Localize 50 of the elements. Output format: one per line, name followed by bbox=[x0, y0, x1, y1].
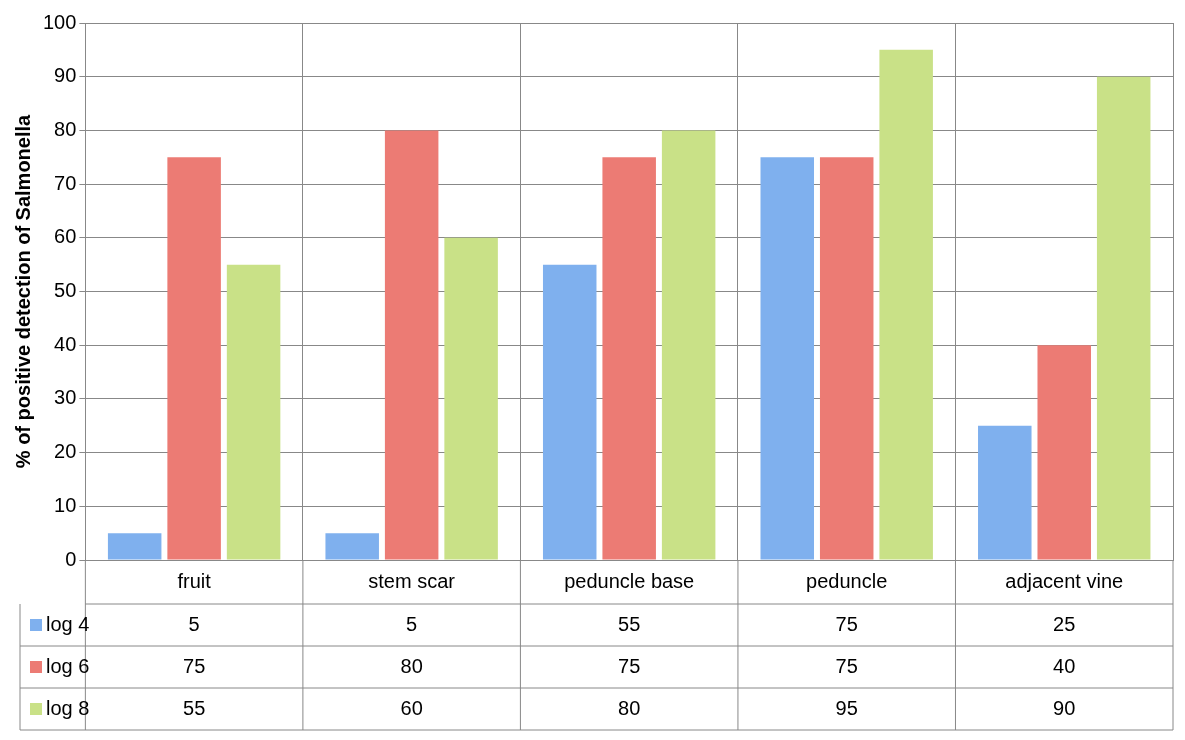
y-tick-label: 40 bbox=[54, 332, 77, 355]
data-label: 75 bbox=[835, 654, 858, 677]
y-tick-label: 10 bbox=[54, 493, 77, 516]
data-label: 55 bbox=[183, 696, 206, 719]
data-label: 5 bbox=[188, 612, 200, 635]
legend-label: log 4 bbox=[46, 612, 90, 635]
data-label: 80 bbox=[400, 654, 423, 677]
bar bbox=[325, 533, 379, 560]
data-label: 60 bbox=[400, 696, 423, 719]
bar bbox=[444, 237, 498, 560]
bar bbox=[542, 264, 597, 560]
data-label: 55 bbox=[618, 612, 641, 635]
bar bbox=[1037, 345, 1091, 560]
data-label: 90 bbox=[1053, 696, 1076, 719]
bar bbox=[107, 533, 162, 560]
bar bbox=[384, 130, 439, 560]
data-label: 80 bbox=[618, 696, 641, 719]
data-label: 75 bbox=[183, 654, 206, 677]
bar bbox=[760, 157, 815, 560]
x-tick-label: adjacent vine bbox=[1005, 569, 1124, 592]
bar bbox=[879, 49, 933, 560]
x-tick-label: peduncle bbox=[806, 569, 888, 592]
data-label: 25 bbox=[1053, 612, 1076, 635]
bar bbox=[978, 425, 1032, 560]
legend-label: log 6 bbox=[46, 654, 90, 677]
y-tick-label: 60 bbox=[54, 225, 77, 248]
bar bbox=[661, 130, 716, 560]
y-tick-label: 20 bbox=[54, 440, 77, 463]
y-tick-label: 90 bbox=[54, 64, 77, 87]
data-label: 5 bbox=[406, 612, 418, 635]
y-tick-label: 100 bbox=[42, 10, 77, 33]
y-axis-title: % of positive detection of Salmonella bbox=[11, 113, 34, 469]
data-label: 75 bbox=[835, 612, 858, 635]
y-tick-label: 0 bbox=[65, 547, 77, 570]
x-tick-label: peduncle base bbox=[564, 569, 695, 592]
bar bbox=[819, 157, 874, 560]
y-tick-label: 70 bbox=[54, 171, 77, 194]
x-tick-label: fruit bbox=[177, 569, 212, 592]
legend-label: log 8 bbox=[46, 696, 90, 719]
y-tick-label: 50 bbox=[54, 279, 77, 302]
data-label: 75 bbox=[618, 654, 641, 677]
x-tick-label: stem scar bbox=[368, 569, 456, 592]
bar bbox=[1096, 76, 1151, 560]
data-label: 40 bbox=[1053, 654, 1076, 677]
bar bbox=[602, 157, 656, 560]
data-label: 95 bbox=[835, 696, 858, 719]
y-tick-label: 80 bbox=[54, 117, 77, 140]
bar bbox=[226, 264, 281, 560]
bar bbox=[167, 157, 221, 560]
y-tick-label: 30 bbox=[54, 386, 77, 409]
